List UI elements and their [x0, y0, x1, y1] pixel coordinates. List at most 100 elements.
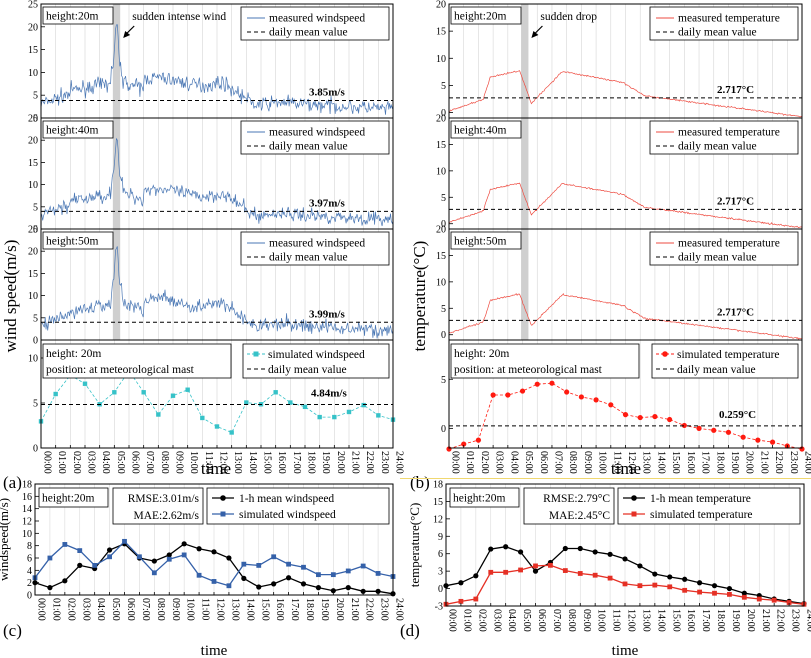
simulated-point	[681, 422, 687, 429]
legend-mean: daily mean value	[678, 252, 757, 264]
time-tick-label: 21:00	[758, 451, 769, 474]
position-label-box: height: 20m position: at meteorological m…	[42, 343, 232, 379]
series-point	[652, 571, 658, 577]
series-point	[166, 552, 172, 558]
time-tick-label: 04:00	[100, 451, 111, 474]
series-point	[375, 571, 381, 576]
legend-measured: measured temperature	[678, 127, 780, 139]
height-label-box: height:50m	[42, 231, 114, 250]
legend: simulated temperature daily mean value	[651, 343, 799, 379]
time-tick-label: 17:00	[700, 609, 711, 632]
time-tick-label: 21:00	[350, 451, 361, 474]
time-tick-label: 07:00	[552, 451, 563, 474]
time-tick-label: 17:00	[700, 451, 711, 474]
svg-text:height:20m: height:20m	[453, 493, 505, 505]
series-point	[151, 558, 157, 564]
time-tick-label: 13:00	[641, 451, 652, 474]
simulated-point	[652, 413, 658, 420]
series-point	[532, 568, 539, 574]
legend: 1-h mean windspeed simulated windspeed	[206, 487, 390, 525]
time-tick-label: 00:00	[447, 609, 458, 632]
y-tick-label: 12	[22, 517, 32, 528]
series-point	[726, 585, 733, 592]
time-tick-label: 12:00	[215, 598, 226, 621]
series-point	[137, 554, 142, 560]
height-label-box: height:20m	[38, 487, 109, 508]
time-tick-label: 01:00	[464, 451, 475, 474]
y-tick-label: 20	[436, 0, 446, 11]
time-tick-label: 14:00	[655, 609, 666, 632]
y-tick-label: 5	[441, 193, 446, 204]
simulated-point	[346, 409, 352, 415]
series-point	[256, 563, 262, 568]
simulated-point	[475, 437, 482, 443]
series-point	[637, 583, 643, 589]
time-tick-label: 08:00	[159, 451, 170, 474]
time-tick-label: 13:00	[232, 451, 243, 474]
time-tick-label: 18:00	[304, 598, 315, 621]
svg-text:height:40m: height:40m	[454, 125, 506, 137]
time-tick-label: 07:00	[551, 609, 562, 632]
series-point	[473, 596, 479, 602]
panel-c-windspeed-comparison-time-axis: 00:00 01:00 02:00 03:00 04:00 05:00 06:00 07:00…	[34, 592, 405, 621]
time-tick-label: 11:00	[203, 451, 214, 473]
series-point	[503, 544, 509, 550]
legend-mean: daily mean value	[678, 27, 757, 39]
simulated-point	[490, 392, 496, 398]
panel-label-d: (d)	[400, 621, 420, 640]
mae-value: MAE:2.45°C	[549, 510, 610, 522]
time-tick-label: 03:00	[494, 451, 505, 474]
y-tick-label: 18	[22, 480, 32, 491]
rmse-value: RMSE:3.01m/s	[128, 493, 200, 505]
time-tick-label: 09:00	[581, 609, 592, 632]
y-tick-label: 0	[33, 444, 38, 455]
time-tick-label: 04:00	[95, 598, 106, 621]
time-tick-label: 10:00	[597, 451, 608, 474]
simulated-point	[332, 414, 337, 420]
wind-panel-3: 0 5 10 15 20 25 3.99m/s height:50m measured wind…	[28, 225, 394, 347]
wind-panel-2: 0 5 10 15 20 25 3.97m/s height:40m measured wind…	[28, 114, 394, 236]
time-tick-label: 05:00	[521, 609, 532, 632]
metrics-box: RMSE:3.01m/s MAE:2.62m/s	[112, 487, 204, 525]
series-point	[533, 563, 538, 569]
series-point	[517, 549, 524, 555]
event-shade	[112, 118, 121, 229]
wind-stacked-panels: 0 5 10 15 20 25 3.85m/s height:20m measured wind…	[28, 0, 396, 455]
rmse-value: RMSE:2.79°C	[543, 493, 610, 505]
y-tick-label: 25	[28, 114, 38, 125]
wind-panel-1: 0 5 10 15 20 25 3.85m/s height:20m measured wind…	[28, 0, 394, 125]
y-tick-label: 16	[22, 492, 32, 503]
series-point	[360, 563, 366, 569]
series-point	[285, 575, 292, 581]
series-point	[562, 545, 568, 552]
time-tick-label: 21:00	[349, 598, 360, 621]
svg-text:height:50m: height:50m	[454, 236, 506, 248]
time-tick-label: 16:00	[685, 609, 696, 632]
legend-mean: daily mean value	[269, 252, 348, 264]
time-tick-label: 08:00	[567, 451, 578, 474]
event-shade	[112, 4, 121, 118]
series-point	[315, 585, 322, 591]
svg-text:height:50m: height:50m	[46, 236, 98, 248]
annotation-text: sudden drop	[540, 11, 597, 23]
y-tick-label: 0	[33, 336, 38, 347]
y-tick-label: 6	[27, 554, 32, 565]
series-point	[241, 561, 247, 567]
measured-series	[448, 292, 802, 340]
series-point	[271, 581, 277, 587]
panel-d-temperature-comparison: -3 0 3 6 9 12 15 18 height:20m RMSE:2.79°C MAE:2.4…	[407, 480, 807, 658]
y-tick-label: 10	[436, 54, 446, 65]
series-point	[330, 588, 336, 594]
series-point	[711, 583, 718, 589]
time-tick-label: 19:00	[729, 451, 740, 474]
time-tick-label: 06:00	[125, 598, 136, 621]
y-tick-label: 0	[441, 108, 446, 119]
time-tick-label: 21:00	[760, 609, 771, 632]
simulated-point	[725, 429, 732, 435]
wind-y-axis-label: wind speed(m/s)	[1, 240, 20, 353]
series-point	[697, 589, 702, 595]
y-tick-label: 6	[438, 549, 443, 560]
series-point	[47, 555, 53, 561]
time-tick-label: 20:00	[335, 451, 346, 474]
simulated-point	[740, 434, 746, 440]
